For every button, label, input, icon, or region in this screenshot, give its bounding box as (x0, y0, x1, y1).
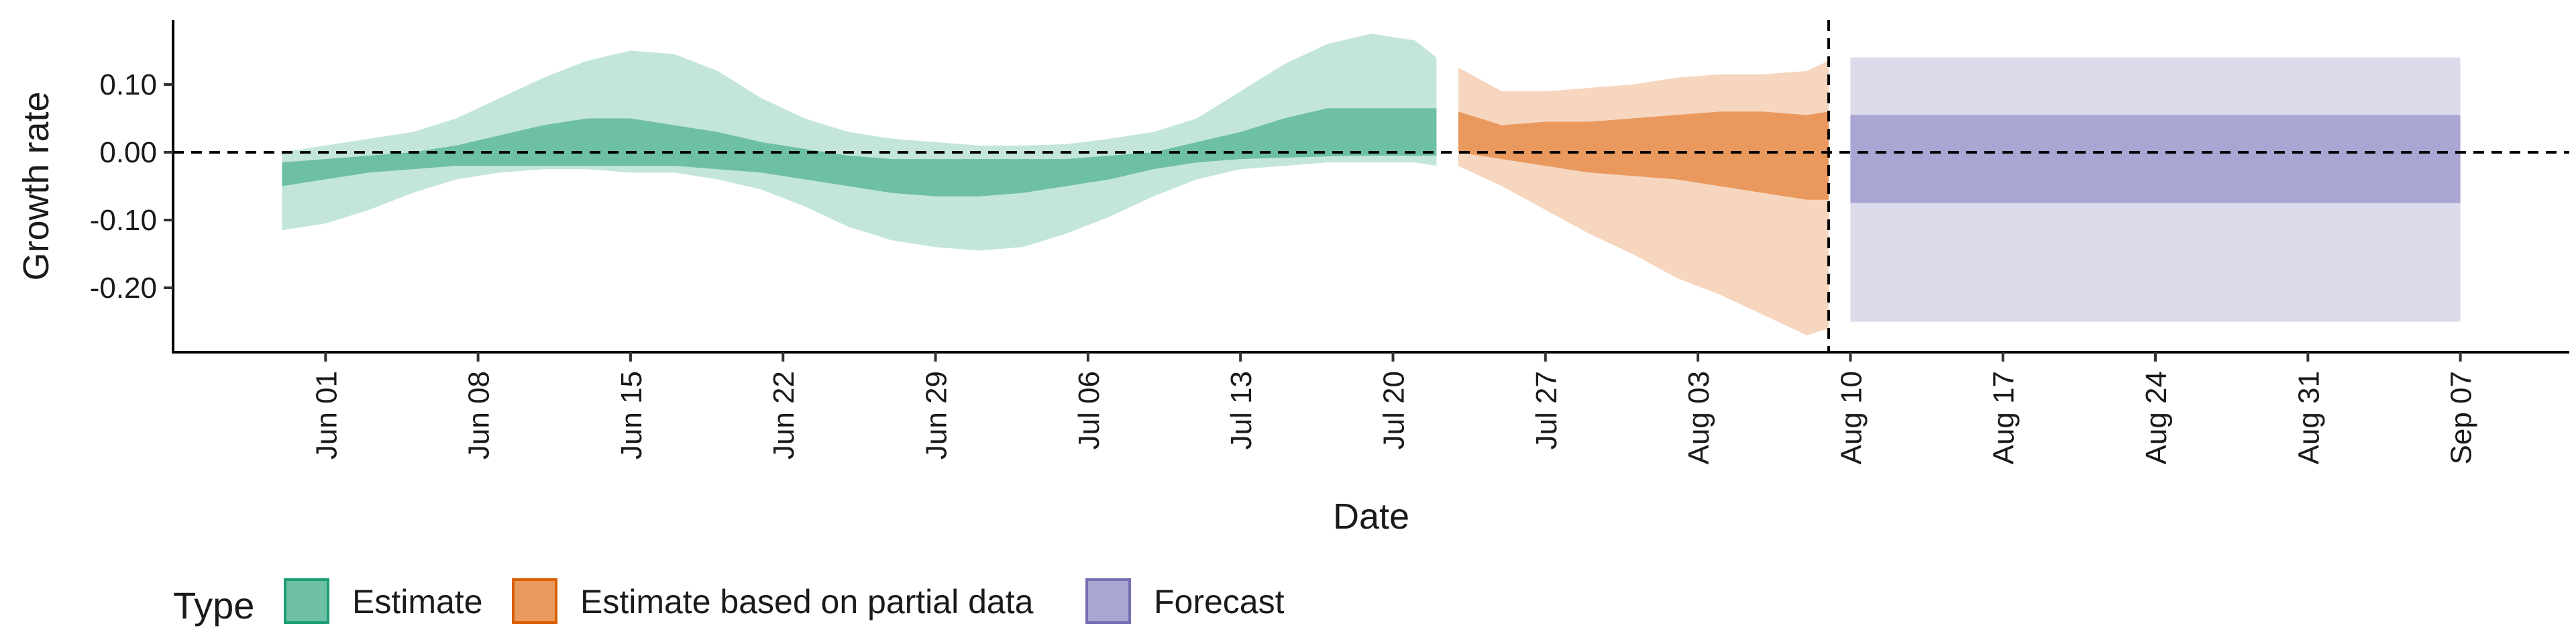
x-axis-title: Date (1333, 496, 1409, 537)
x-tick-label: Jun 15 (615, 371, 648, 460)
estimate-inner-band (282, 108, 1437, 197)
x-tick-label: Jun 22 (767, 371, 800, 460)
legend-key-estimate-based-on-partial-data (512, 578, 557, 624)
legend-key-estimate (284, 578, 329, 624)
x-tick-label: Jul 06 (1073, 371, 1106, 449)
legend-label-estimate-based-on-partial-data: Estimate based on partial data (580, 583, 1034, 621)
axes-layer: 0.10 0.00 -0.10 -0.20 Jun 01 Jun 08 Jun 15 Jun … (90, 20, 2569, 464)
x-tick-label: Jul 20 (1377, 371, 1410, 449)
x-tick-label: Aug 17 (1988, 371, 2021, 464)
bands-layer (282, 34, 2461, 335)
y-tick-label: -0.20 (90, 272, 157, 305)
x-tick-label: Jun 01 (310, 371, 343, 460)
x-tick-label: Jul 27 (1530, 371, 1563, 449)
reference-lines-layer (173, 20, 2569, 352)
x-tick-label: Jun 08 (463, 371, 496, 460)
legend-label-forecast: Forecast (1154, 583, 1285, 621)
x-tick-label: Aug 24 (2140, 371, 2173, 464)
x-tick-label: Jun 29 (920, 371, 953, 460)
y-tick-label: -0.10 (90, 204, 157, 237)
legend-label-estimate: Estimate (352, 583, 483, 621)
legend: Type Estimate Estimate based on partial d… (173, 578, 1285, 627)
forecast-inner-band (1850, 115, 2461, 203)
estimate-based-on-partial-data-outer-band (1458, 60, 1829, 335)
y-axis-title: Growth rate (16, 91, 56, 280)
x-tick-label: Aug 10 (1835, 371, 1868, 464)
x-tick-label: Aug 31 (2292, 371, 2325, 464)
x-tick-label: Jul 13 (1225, 371, 1258, 449)
legend-key-forecast (1085, 578, 1131, 624)
x-tick-label: Aug 03 (1682, 371, 1715, 464)
x-tick-label: Sep 07 (2445, 371, 2478, 464)
y-tick-label: 0.10 (99, 68, 157, 101)
y-tick-label: 0.00 (99, 136, 157, 169)
estimate-based-on-partial-data-inner-band (1458, 111, 1829, 200)
legend-title: Type (173, 584, 254, 627)
estimate-outer-band (282, 34, 1437, 251)
